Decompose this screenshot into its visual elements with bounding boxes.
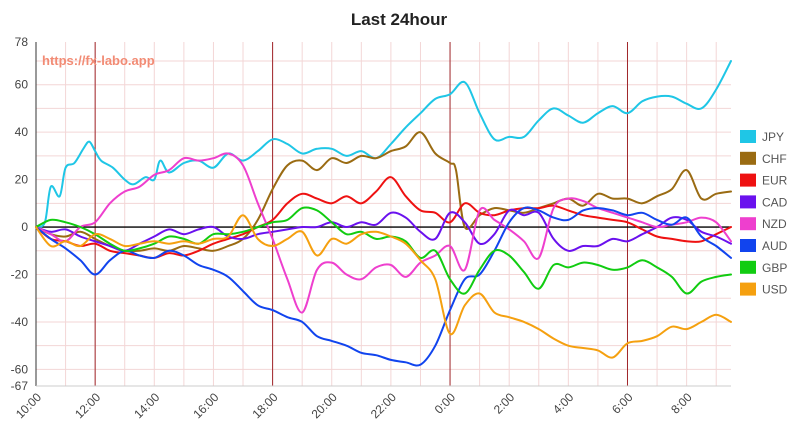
- series-line-chf: [35, 131, 732, 253]
- legend-swatch-nzd: [740, 217, 756, 231]
- legend-label-nzd: NZD: [762, 217, 787, 231]
- legend-label-eur: EUR: [762, 174, 788, 188]
- legend-label-chf: CHF: [762, 152, 787, 166]
- y-tick-label: 20: [15, 173, 29, 187]
- legend-swatch-jpy: [740, 130, 756, 143]
- x-tick-label: 14:00: [131, 390, 162, 421]
- x-axis-ticks: 10:00 12:00 14:00 16:00 18:00 20:00 22:00 0:00 2…: [13, 390, 695, 421]
- x-tick-label: 2:00: [491, 390, 518, 417]
- x-tick-label: 0:00: [432, 390, 459, 417]
- legend-swatch-usd: [740, 282, 756, 296]
- legend: JPY CHF EUR CAD NZD AUD GBP USD: [740, 130, 788, 297]
- series-lines: [35, 60, 732, 367]
- legend-swatch-eur: [740, 173, 756, 187]
- legend-label-aud: AUD: [762, 239, 788, 253]
- legend-label-cad: CAD: [762, 195, 788, 209]
- legend-swatch-aud: [740, 239, 756, 252]
- y-tick-label: 40: [15, 125, 29, 139]
- legend-label-gbp: GBP: [762, 261, 787, 275]
- x-tick-label: 6:00: [609, 390, 636, 417]
- y-tick-label: -60: [11, 362, 29, 376]
- x-tick-label: 22:00: [368, 390, 399, 421]
- series-line-nzd: [35, 152, 732, 314]
- series-line-gbp: [35, 206, 732, 295]
- axes: [35, 42, 731, 387]
- day-separators: [94, 42, 628, 386]
- series-line-jpy: [35, 60, 732, 228]
- grid: [35, 42, 731, 386]
- x-tick-label: 12:00: [72, 390, 103, 421]
- x-tick-label: 4:00: [550, 390, 577, 417]
- series-line-aud: [35, 206, 732, 367]
- x-tick-label: 18:00: [250, 390, 281, 421]
- series-line-usd: [35, 214, 732, 359]
- y-tick-label: 0: [21, 220, 28, 234]
- x-tick-label: 16:00: [190, 390, 221, 421]
- x-tick-label: 8:00: [668, 390, 695, 417]
- y-axis-ticks: 78 60 40 20 0 -20 -40 -60 -67: [11, 35, 29, 393]
- legend-label-jpy: JPY: [762, 130, 784, 144]
- legend-label-usd: USD: [762, 283, 788, 297]
- legend-swatch-cad: [740, 195, 756, 209]
- legend-swatch-chf: [740, 151, 756, 165]
- y-tick-label: -67: [11, 379, 29, 393]
- x-tick-label: 20:00: [309, 390, 340, 421]
- chart-title: Last 24hour: [351, 10, 448, 29]
- series-line-cad: [35, 208, 732, 252]
- y-tick-label: -20: [11, 267, 29, 281]
- legend-swatch-gbp: [740, 260, 756, 274]
- x-tick-label: 10:00: [13, 390, 44, 421]
- y-tick-label: -40: [11, 315, 29, 329]
- watermark: https://fx-labo.app: [42, 53, 155, 68]
- y-tick-label: 78: [15, 35, 29, 49]
- y-tick-label: 60: [15, 78, 29, 92]
